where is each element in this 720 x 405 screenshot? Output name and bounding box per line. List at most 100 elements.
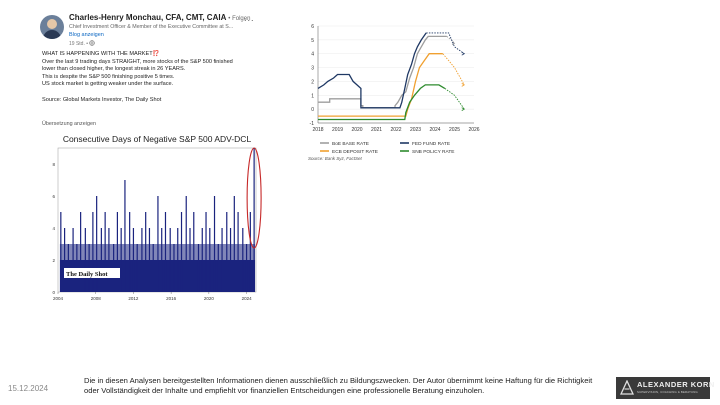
bar (229, 228, 232, 292)
chart-title: Consecutive Days of Negative S&P 500 ADV… (63, 134, 252, 144)
bar (72, 228, 74, 292)
x-tick-label: 2024 (242, 296, 253, 301)
x-tick-label: 2012 (128, 296, 139, 301)
bar (177, 228, 179, 292)
post-age: 19 Std. • (69, 41, 88, 47)
legend-label: ECB DEPOSIT RATE (332, 149, 378, 155)
bar (120, 228, 122, 292)
bar (201, 228, 203, 292)
highlight-ellipse (246, 147, 262, 249)
bar (157, 196, 159, 292)
bar (209, 228, 211, 292)
y-tick-label: 4 (311, 52, 314, 58)
bar (161, 228, 163, 292)
post-line: US stock market is getting weaker under … (42, 81, 174, 88)
bar (104, 212, 106, 292)
adv-dcl-chart[interactable]: Consecutive Days of Negative S&P 500 ADV… (44, 130, 270, 312)
x-tick-label: 2023 (410, 127, 421, 133)
series-arrow (461, 51, 466, 56)
brand-mark-icon (620, 380, 634, 395)
post-title-text: WHAT IS HAPPENING WITH THE MARKET (42, 51, 153, 57)
bar (213, 196, 216, 292)
bar (180, 212, 183, 292)
post-title: WHAT IS HAPPENING WITH THE MARKET⁉️ (42, 51, 277, 59)
x-tick-label: 2020 (204, 296, 215, 301)
legend-label: BoE BASE RATE (332, 141, 369, 147)
post-source: Source: Global Markets Investor, The Dai… (42, 96, 162, 103)
bar (233, 196, 235, 292)
bar (129, 212, 131, 292)
series-forecast-line (444, 88, 465, 110)
y-tick-label: 8 (52, 162, 55, 167)
x-tick-label: 2026 (468, 127, 479, 133)
bar (169, 228, 171, 292)
bar (205, 212, 207, 292)
bar (132, 228, 135, 292)
brand-logo[interactable]: ALEXANDER KORN SUPERVISION, COACHING & B… (616, 377, 714, 399)
series-arrow (461, 107, 466, 111)
post-line: This is despite the S&P 500 finishing po… (42, 73, 175, 80)
bar (245, 244, 248, 292)
bar (136, 244, 138, 292)
bar (100, 228, 102, 292)
x-tick-label: 2024 (429, 127, 440, 133)
post-line: Over the last 9 trading days STRAIGHT, m… (42, 58, 233, 65)
x-tick-label: 2020 (351, 127, 362, 133)
brand-name: ALEXANDER KORN (637, 380, 715, 389)
x-tick-label: 2022 (390, 127, 401, 133)
translate-button[interactable]: Übersetzung anzeigen (42, 121, 96, 127)
follow-button[interactable]: • Folgen (228, 16, 251, 22)
bar (96, 196, 98, 292)
series-line (317, 32, 427, 109)
bar (217, 244, 219, 292)
bar (253, 148, 255, 292)
series-line (318, 84, 446, 121)
central-bank-rates-chart[interactable]: -1 0 1 2 3 4 5 6 2018 2019 2020 2021 2022 2023 2024 202… (302, 14, 480, 164)
x-tick-label: 2004 (53, 296, 64, 301)
blog-link[interactable]: Blog anzeigen (69, 32, 104, 38)
more-options-button[interactable]: ... (244, 13, 255, 23)
bar (193, 212, 195, 292)
bar (249, 212, 251, 292)
y-tick-label: 0 (311, 107, 314, 113)
bar (152, 244, 154, 292)
legend-label: SNB POLICY RATE (412, 149, 454, 155)
chart-source: Source: Bank Syz, FactSet (308, 156, 363, 161)
bar (148, 228, 151, 292)
author-name-text[interactable]: Charles-Henry Monchau, CFA, CMT, CAIA (69, 13, 227, 22)
globe-icon (89, 40, 96, 46)
legend-label: FED FUND RATE (412, 141, 450, 147)
bar (221, 228, 223, 292)
series-line (318, 53, 443, 117)
bar (242, 228, 244, 292)
author-avatar[interactable] (40, 15, 64, 39)
y-tick-label: 6 (52, 194, 55, 199)
bar (173, 244, 175, 292)
post-body: WHAT IS HAPPENING WITH THE MARKET⁉️ Over… (42, 51, 277, 104)
series-forecast-line (442, 53, 465, 86)
x-tick-label: 2016 (166, 296, 177, 301)
x-tick-label: 2025 (449, 127, 460, 133)
series-arrow (461, 83, 466, 87)
y-tick-label: 6 (311, 24, 314, 30)
bar (108, 228, 110, 292)
bar (185, 196, 187, 292)
bar (226, 212, 228, 292)
bar (189, 228, 191, 292)
post-title-emoji: ⁉️ (152, 51, 160, 57)
bar (84, 228, 86, 292)
bar (237, 212, 239, 292)
footer-disclaimer: Die in diesen Analysen bereitgestellten … (84, 376, 593, 395)
brand-tagline: SUPERVISION, COACHING & BERATUNG (637, 390, 698, 394)
x-tick-label: 2018 (312, 127, 323, 133)
series-line (318, 35, 447, 109)
y-tick-label: 5 (311, 38, 314, 44)
author-name[interactable]: Charles-Henry Monchau, CFA, CMT, CAIA • … (69, 13, 250, 22)
watermark-box (64, 268, 120, 278)
author-headline: Chief Investment Officer & Member of the… (69, 24, 234, 30)
bar (164, 212, 167, 292)
post-line: lower than closed higher, the longest st… (42, 66, 186, 73)
post-meta: 19 Std. • (69, 40, 96, 47)
y-tick-label: 1 (311, 93, 314, 99)
y-tick-label: 2 (52, 258, 55, 263)
